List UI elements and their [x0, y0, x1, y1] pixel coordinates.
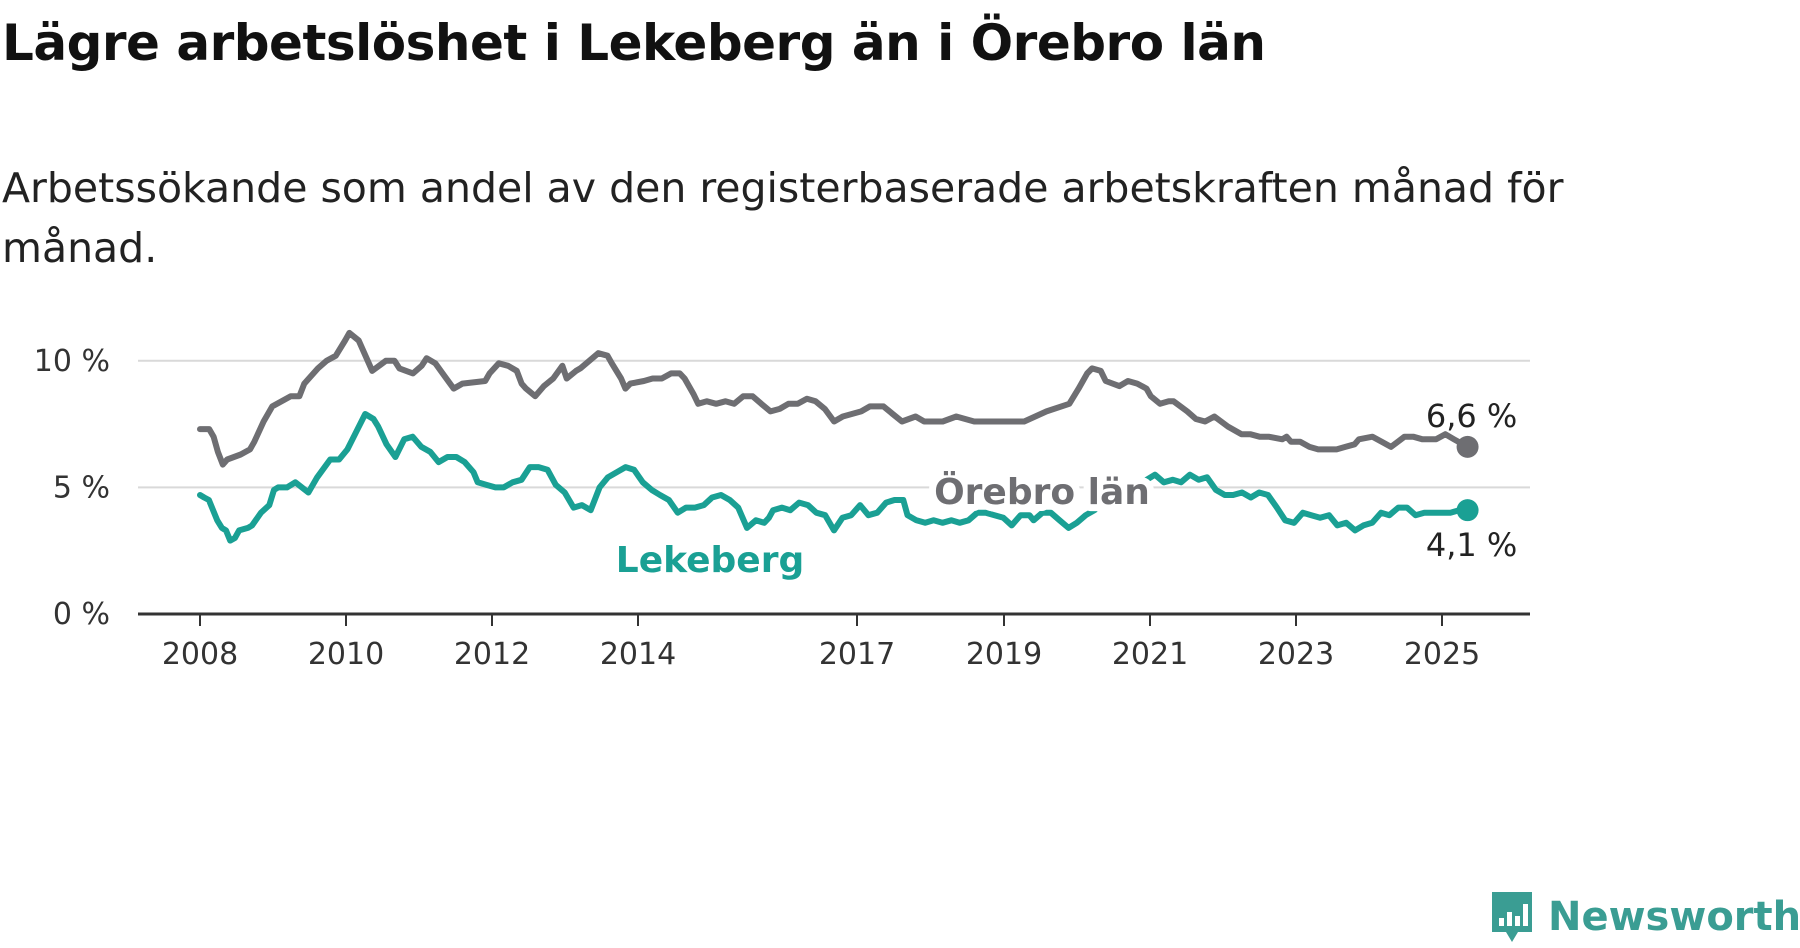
series-line-orebro-lan	[197, 329, 1471, 468]
x-tick-label: 2025	[1404, 637, 1480, 672]
series-name-label: Örebro län	[934, 471, 1150, 513]
x-tick-label: 2010	[308, 637, 384, 672]
brand-name: Newsworthy	[1548, 894, 1800, 940]
x-tick-label: 2017	[819, 637, 895, 672]
bar-chart-speech-bubble-icon	[1492, 892, 1532, 942]
x-tick-label: 2014	[600, 637, 676, 672]
x-tick-label: 2008	[162, 637, 238, 672]
x-tick-label: 2023	[1258, 637, 1334, 672]
series-end-marker	[1456, 435, 1479, 458]
page-subtitle: Arbetssökande som andel av den registerb…	[2, 164, 1564, 272]
x-tick-label: 2021	[1112, 637, 1188, 672]
newsworthy-logo: Newsworthy	[1488, 888, 1800, 946]
y-tick-label: 10 %	[34, 344, 110, 379]
series-end-marker	[1456, 499, 1479, 522]
series-end-value-label: 4,1 %	[1426, 526, 1517, 564]
series-line-lekeberg	[197, 411, 1471, 544]
y-tick-label: 0 %	[53, 597, 110, 632]
series-name-label: Lekeberg	[616, 540, 804, 581]
series-end-value-label: 6,6 %	[1426, 397, 1517, 435]
x-tick-label: 2012	[454, 637, 530, 672]
series-name-halo: Örebro län	[934, 471, 1150, 513]
series-name-halo: Lekeberg	[616, 540, 804, 581]
page-title: Lägre arbetslöshet i Lekeberg än i Örebr…	[2, 14, 1266, 72]
x-tick-label: 2019	[966, 637, 1042, 672]
y-tick-label: 5 %	[53, 470, 110, 505]
